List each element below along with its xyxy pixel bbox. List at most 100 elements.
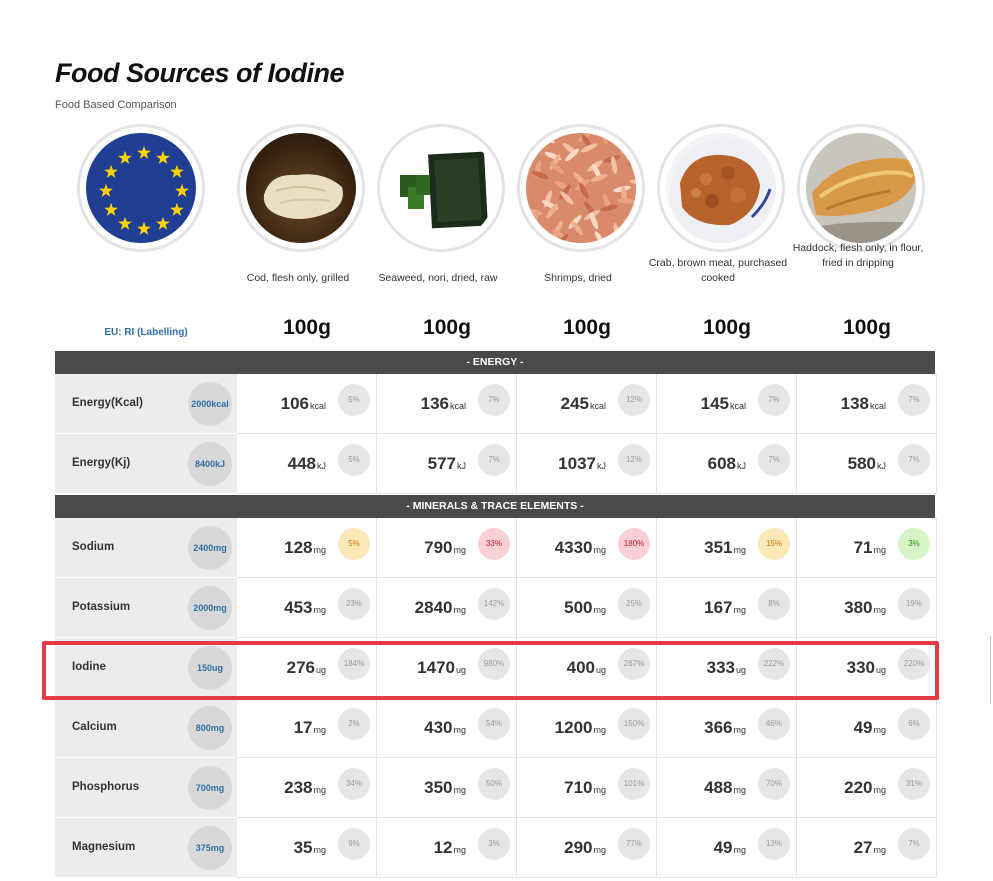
- percent-badge: 7%: [478, 384, 510, 416]
- value: 488: [704, 778, 733, 797]
- haddock-food-image: [797, 124, 925, 252]
- table-row: Energy(Kcal) 2000kcal 106kcal 5% 136kcal 7…: [55, 374, 937, 434]
- percent-badge: 9%: [338, 828, 370, 860]
- percent-badge: 7%: [898, 444, 930, 476]
- row-label: Magnesium 375mg: [55, 818, 237, 878]
- eu-star-icon: [156, 150, 170, 164]
- unit: ug: [455, 665, 466, 675]
- unit: mg: [313, 545, 326, 555]
- percent-badge: 3%: [898, 528, 930, 560]
- unit: kcal: [869, 401, 886, 411]
- value-cell: 350mg 50%: [377, 758, 517, 818]
- value-cell: 430mg 54%: [377, 698, 517, 758]
- percent-badge: 180%: [618, 528, 650, 560]
- value-cell: 330ug 220%: [797, 638, 937, 698]
- table-row: Potassium 2000mg 453mg 23% 2840mg 142% 500…: [55, 578, 937, 638]
- value-cell: 167mg 8%: [657, 578, 797, 638]
- unit: kcal: [589, 401, 606, 411]
- eu-star-icon: [156, 216, 170, 230]
- value: 276: [286, 658, 315, 677]
- value: 106: [280, 394, 309, 413]
- percent-badge: 150%: [618, 708, 650, 740]
- eu-flag-icon: [77, 124, 205, 252]
- page-title: Food Sources of Iodine: [55, 58, 345, 88]
- table-row: Energy(Kj) 8400kJ 448kJ 5% 577kJ 7% 1037kJ…: [55, 434, 937, 494]
- unit: kcal: [309, 401, 326, 411]
- row-label: Energy(Kcal) 2000kcal: [55, 374, 237, 434]
- unit: mg: [453, 725, 466, 735]
- ri-badge: 2000kcal: [188, 382, 232, 426]
- crab-food-image: [657, 124, 785, 252]
- nutrient-name: Energy(Kj): [72, 457, 131, 469]
- value-cell: 276ug 184%: [237, 638, 377, 698]
- section-header-minerals: - MINERALS & TRACE ELEMENTS -: [55, 495, 935, 518]
- value: 1470: [417, 658, 455, 677]
- row-label: Sodium 2400mg: [55, 518, 237, 578]
- percent-badge: 46%: [758, 708, 790, 740]
- value-cell: 128mg 5%: [237, 518, 377, 578]
- ri-badge: 150ug: [188, 646, 232, 690]
- shrimps-food-image: [517, 124, 645, 252]
- table-row: Magnesium 375mg 35mg 9% 12mg 3% 290mg 77% 4…: [55, 818, 937, 878]
- value-cell: 49mg 6%: [797, 698, 937, 758]
- percent-badge: 8%: [758, 588, 790, 620]
- value-cell: 290mg 77%: [517, 818, 657, 878]
- percent-badge: 33%: [478, 528, 510, 560]
- value-cell: 17mg 2%: [237, 698, 377, 758]
- value: 128: [284, 538, 313, 557]
- percent-badge: 15%: [758, 528, 790, 560]
- unit: mg: [873, 545, 886, 555]
- unit: mg: [873, 785, 886, 795]
- unit: kcal: [729, 401, 746, 411]
- value: 245: [560, 394, 589, 413]
- unit: ug: [315, 665, 326, 675]
- table-row: Calcium 800mg 17mg 2% 430mg 54% 1200mg 150%…: [55, 698, 937, 758]
- percent-badge: 70%: [758, 768, 790, 800]
- table-row: Sodium 2400mg 128mg 5% 790mg 33% 4330mg 180…: [55, 518, 937, 578]
- value: 27: [853, 838, 873, 857]
- eu-star-icon: [170, 164, 184, 178]
- eu-star-icon: [137, 221, 151, 235]
- value-cell: 366mg 46%: [657, 698, 797, 758]
- percent-badge: 25%: [618, 588, 650, 620]
- unit: mg: [733, 605, 746, 615]
- unit: kcal: [449, 401, 466, 411]
- unit: mg: [733, 785, 746, 795]
- value-cell: 71mg 3%: [797, 518, 937, 578]
- ri-badge: 700mg: [188, 766, 232, 810]
- percent-badge: 184%: [338, 648, 370, 680]
- value: 220: [844, 778, 873, 797]
- row-label: Iodine 150ug: [55, 638, 237, 698]
- value: 577: [427, 454, 456, 473]
- value: 790: [424, 538, 453, 557]
- ri-column-header: EU: RI (Labelling): [104, 327, 188, 338]
- percent-badge: 5%: [338, 384, 370, 416]
- value: 351: [704, 538, 733, 557]
- value: 17: [293, 718, 313, 737]
- eu-star-icon: [118, 216, 132, 230]
- eu-star-icon: [175, 183, 189, 197]
- unit: kJ: [737, 461, 746, 471]
- eu-star-icon: [137, 145, 151, 159]
- unit: mg: [453, 545, 466, 555]
- percent-badge: 980%: [478, 648, 510, 680]
- scrollbar-edge: [990, 636, 991, 704]
- section-header-energy: - ENERGY -: [55, 351, 935, 374]
- value-cell: 220mg 31%: [797, 758, 937, 818]
- unit: mg: [593, 845, 606, 855]
- value-cell: 12mg 3%: [377, 818, 517, 878]
- value-cell: 580kJ 7%: [797, 434, 937, 494]
- unit: mg: [453, 605, 466, 615]
- percent-badge: 142%: [478, 588, 510, 620]
- percent-badge: 220%: [898, 648, 930, 680]
- value: 366: [704, 718, 733, 737]
- value-cell: 488mg 70%: [657, 758, 797, 818]
- unit: mg: [873, 605, 886, 615]
- unit: ug: [735, 665, 746, 675]
- value: 430: [424, 718, 453, 737]
- ri-badge: 800mg: [188, 706, 232, 750]
- food-label-shrimps: Shrimps, dried: [544, 272, 612, 284]
- value-cell: 577kJ 7%: [377, 434, 517, 494]
- food-label-cod: Cod, flesh only, grilled: [246, 272, 350, 284]
- value: 4330: [554, 538, 593, 557]
